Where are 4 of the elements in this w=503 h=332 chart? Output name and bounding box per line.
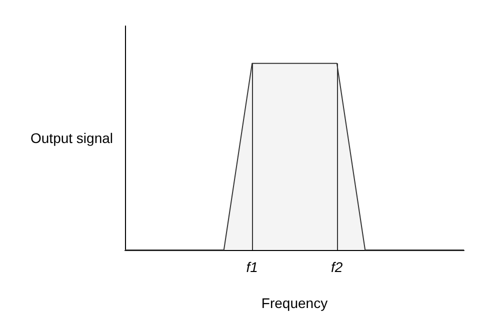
x-axis-title: Frequency (261, 295, 328, 311)
y-axis-title: Output signal (30, 130, 113, 146)
x-tick-label: f2 (331, 259, 343, 275)
x-tick-label: f1 (246, 259, 258, 275)
